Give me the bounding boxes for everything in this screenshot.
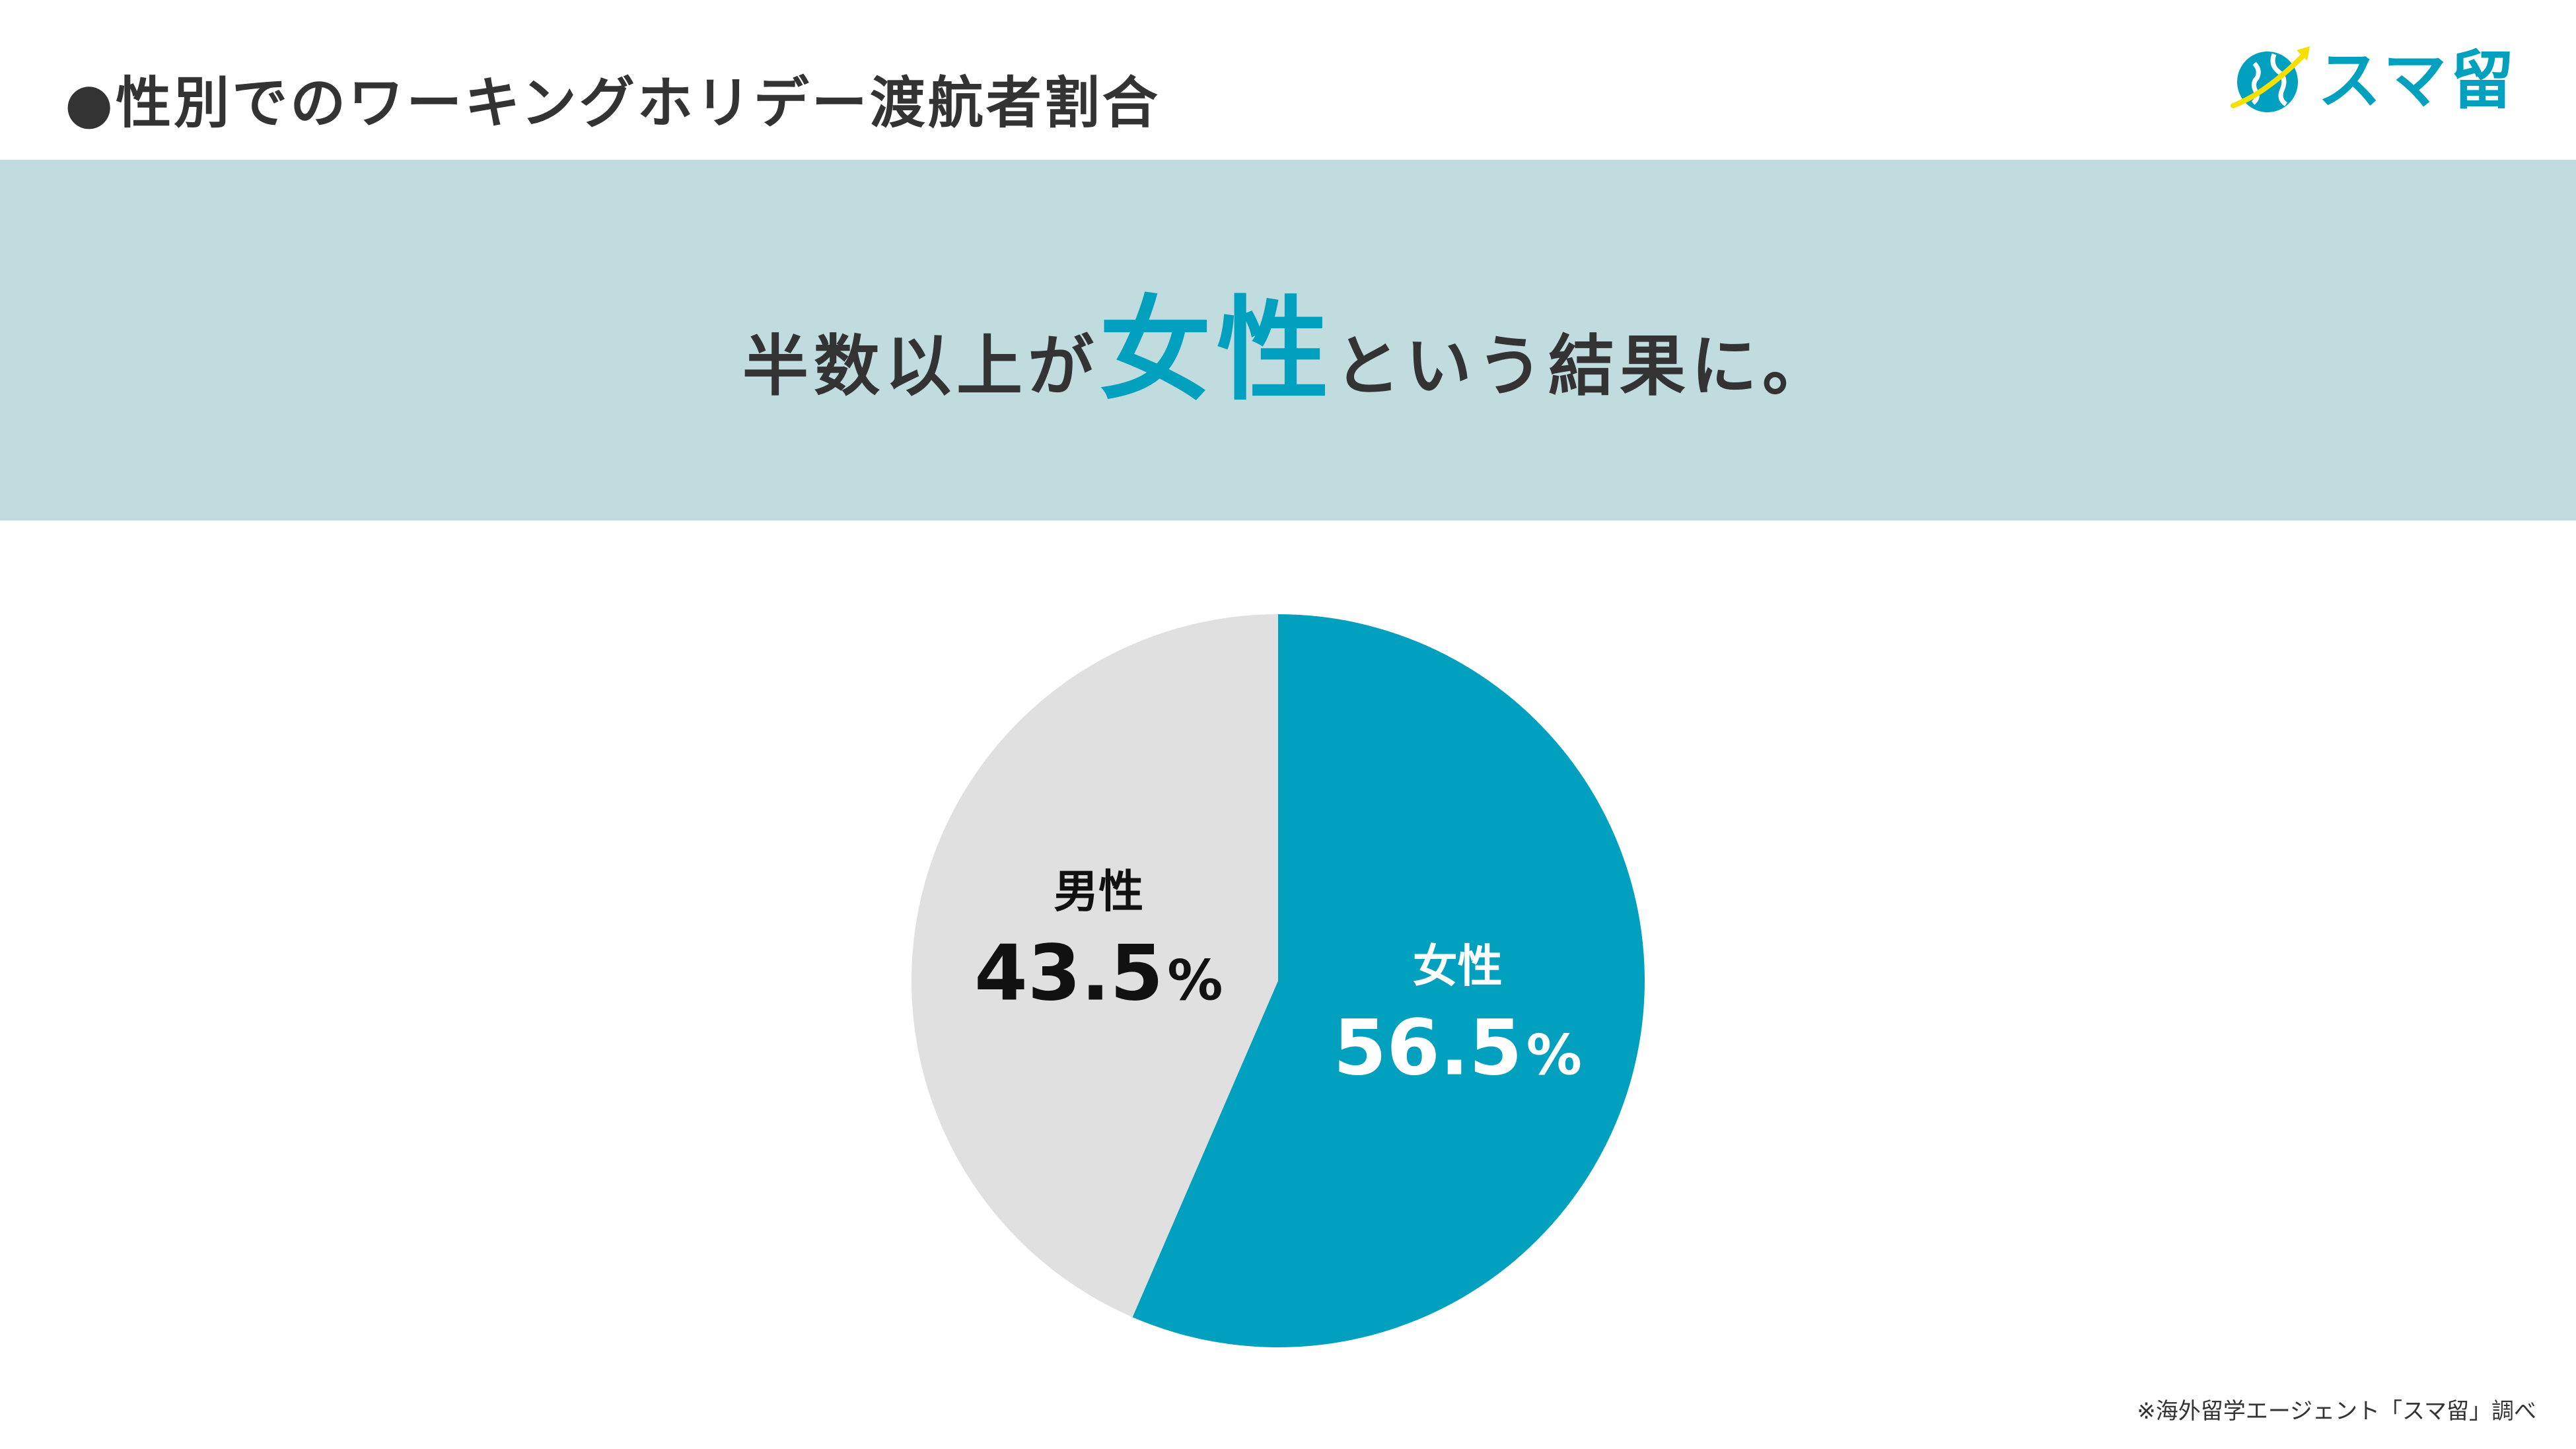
pie-slice-female	[1132, 614, 1645, 1347]
pie-slice-male	[912, 614, 1278, 1318]
logo-text: スマ留	[2317, 44, 2518, 118]
globe-icon	[2230, 46, 2310, 112]
headline-highlight: 女性	[1098, 285, 1334, 416]
page-title: ●性別でのワーキングホリデー渡航者割合	[65, 71, 1161, 135]
headline-suffix: という結果に。	[1334, 328, 1834, 405]
slice-unit-male: %	[1167, 948, 1223, 1013]
headline-banner: 半数以上が 女性 という結果に。	[0, 160, 2576, 520]
brand-logo: スマ留	[2228, 41, 2518, 120]
slice-name-female: 女性	[1413, 940, 1503, 993]
headline-prefix: 半数以上が	[742, 328, 1099, 405]
headline: 半数以上が 女性 という結果に。	[742, 259, 1834, 421]
slice-name-male: 男性	[1054, 866, 1143, 919]
slice-unit-female: %	[1526, 1022, 1582, 1087]
source-note: ※海外留学エージェント「スマ留」調べ	[2137, 1398, 2536, 1425]
